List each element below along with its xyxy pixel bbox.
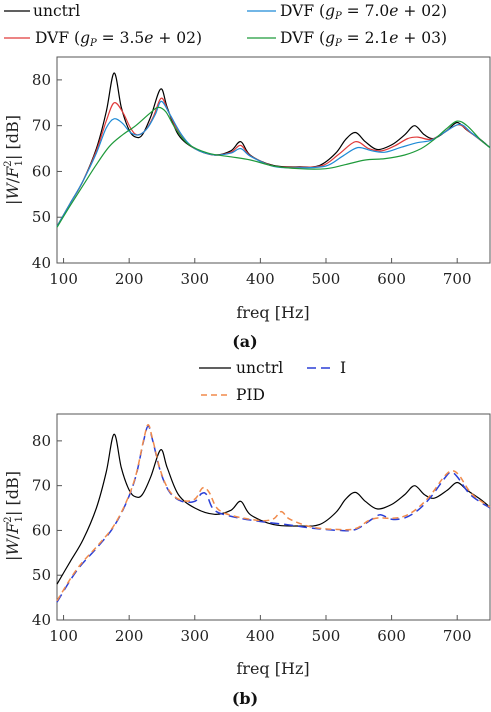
- legend-b-unctrl-label: unctrl: [236, 359, 283, 377]
- xlabel-b: freq [Hz]: [236, 659, 309, 678]
- series-line-b-2: [56, 423, 491, 602]
- series-line-b-1: [56, 425, 491, 603]
- legend-b: unctrl I PID: [199, 359, 346, 404]
- legend-b-i-label: I: [340, 359, 346, 377]
- series-a: [56, 72, 491, 228]
- y-tick-label-a: 40: [32, 254, 51, 272]
- series-line-a-2: [56, 100, 491, 227]
- y-tick-label-b: 70: [32, 477, 51, 495]
- y-tick-label-a: 80: [32, 71, 51, 89]
- series-line-a-1: [56, 97, 491, 227]
- ticks-b: 100 200 300 400 500 600 700 40 50 60 70 80: [32, 432, 472, 645]
- x-tick-label-a: 500: [312, 270, 341, 288]
- ylabel-b: |W/F21| [dB]: [3, 471, 25, 561]
- series-b: [56, 423, 491, 603]
- x-tick-label-b: 400: [246, 627, 275, 645]
- x-tick-label-a: 400: [246, 270, 275, 288]
- legend-a-dvf700-label: DVF (gP = 7.0e + 02): [280, 2, 447, 22]
- y-tick-label-a: 50: [32, 208, 51, 226]
- y-tick-label-a: 70: [32, 117, 51, 135]
- y-tick-label-b: 40: [32, 611, 51, 629]
- legend-a-dvf2100-label: DVF (gP = 2.1e + 03): [280, 29, 447, 49]
- series-line-b-0: [56, 433, 491, 585]
- x-tick-label-a: 100: [49, 270, 78, 288]
- y-tick-label-b: 50: [32, 566, 51, 584]
- plot-area-b: [56, 413, 491, 621]
- x-tick-label-b: 300: [180, 627, 209, 645]
- x-tick-label-b: 700: [443, 627, 472, 645]
- series-line-a-3: [56, 106, 491, 228]
- legend-a-dvf350-label: DVF (gP = 3.5e + 02): [35, 29, 202, 49]
- x-tick-label-b: 500: [312, 627, 341, 645]
- y-tick-label-a: 60: [32, 162, 51, 180]
- y-tick-label-b: 80: [32, 432, 51, 450]
- x-tick-label-b: 600: [377, 627, 406, 645]
- x-tick-label-b: 100: [49, 627, 78, 645]
- legend-b-pid-label: PID: [236, 386, 265, 404]
- ticks-a: 100 200 300 400 500 600 700 40 50 60 70 80: [32, 71, 472, 288]
- x-tick-label-a: 200: [115, 270, 144, 288]
- xlabel-a: freq [Hz]: [236, 303, 309, 322]
- legend-a-unctrl-label: unctrl: [33, 2, 80, 20]
- plot-area-a: [56, 56, 491, 264]
- legend-a: unctrl DVF (gP = 7.0e + 02) DVF (gP = 3.…: [4, 2, 447, 49]
- series-line-a-0: [56, 72, 491, 227]
- y-tick-label-b: 60: [32, 521, 51, 539]
- panel-label-a: (a): [232, 332, 258, 351]
- x-tick-label-b: 200: [115, 627, 144, 645]
- x-tick-label-a: 300: [180, 270, 209, 288]
- x-tick-label-a: 600: [377, 270, 406, 288]
- ylabel-a: |W/F21| [dB]: [3, 115, 25, 205]
- panel-label-b: (b): [232, 689, 258, 708]
- x-tick-label-a: 700: [443, 270, 472, 288]
